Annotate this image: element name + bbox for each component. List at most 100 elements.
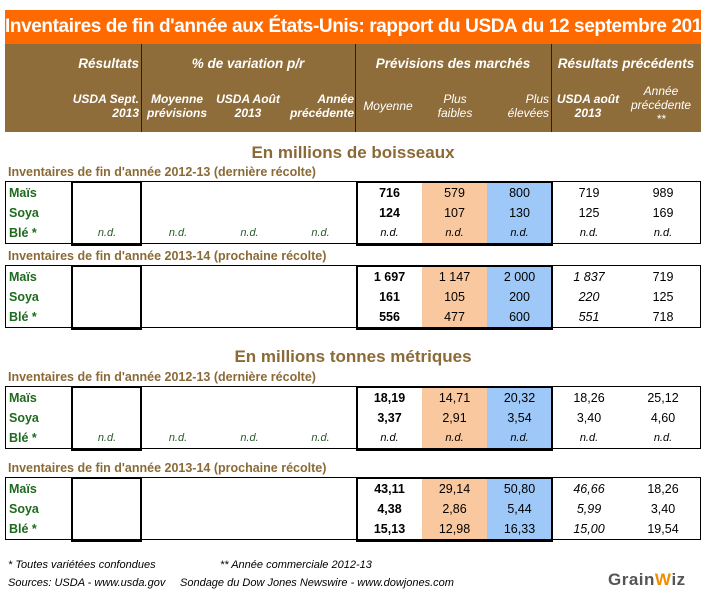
- block-subtitle: Inventaires de fin d'année 2012-13 (dern…: [8, 370, 316, 384]
- table-cell: 18,26: [647, 482, 679, 496]
- table-row: Maïs 43,11 29,14 50,80 46,66 18,26: [6, 479, 700, 499]
- section-heading: En millions tonnes métriques: [234, 347, 472, 366]
- table-cell: 4,60: [650, 411, 676, 425]
- col-usda-aout-2013: USDA août 2013: [556, 92, 620, 120]
- table-cell: 718: [652, 310, 674, 324]
- table-cell: n.d.: [380, 432, 399, 444]
- table-cell: 18,26: [573, 391, 605, 405]
- data-table: Maïs 18,19 14,71 20,32 18,26 25,12 Soya 3,37 2,9…: [5, 386, 701, 451]
- data-table: Maïs 43,11 29,14 50,80 46,66 18,26 Soya 4,38 2,8…: [5, 477, 701, 542]
- table-row: Maïs 1 697 1 147 2 000 1 837 719: [6, 267, 700, 287]
- table-cell: 556: [379, 310, 400, 324]
- crop-label: Soya: [9, 411, 39, 425]
- crop-label: Soya: [9, 502, 39, 516]
- crop-label: Maïs: [9, 186, 37, 200]
- table-cell: 15,00: [573, 522, 605, 536]
- high-forecast-fill: [487, 182, 552, 243]
- table-cell: 125: [652, 290, 674, 304]
- crop-label: Blé *: [9, 431, 37, 445]
- table-cell: n.d.: [311, 227, 330, 239]
- footnote-sources: Sources: USDA - www.usda.gov: [8, 577, 166, 589]
- low-forecast-fill: [422, 182, 487, 243]
- table-cell: 1 147: [438, 270, 471, 284]
- group-resultats: Résultats: [78, 56, 139, 71]
- table-cell: 3,54: [507, 411, 532, 425]
- table-cell: 2 000: [503, 270, 536, 284]
- table-cell: n.d.: [380, 227, 399, 239]
- data-table: Maïs 1 697 1 147 2 000 1 837 719 Soya 161 105 200…: [5, 265, 701, 330]
- block-subtitle: Inventaires de fin d'année 2013-14 (proc…: [8, 249, 327, 263]
- block-subtitle: Inventaires de fin d'année 2012-13 (dern…: [8, 165, 316, 179]
- col-moyenne: Moyenne: [363, 99, 413, 113]
- crop-label: Blé *: [9, 310, 37, 324]
- table-cell: 477: [444, 310, 465, 324]
- high-forecast-fill: [487, 387, 552, 448]
- table-cell: 105: [444, 290, 465, 304]
- table-cell: 20,32: [503, 391, 536, 405]
- table-cell: 719: [652, 270, 674, 284]
- table-row: Soya 4,38 2,86 5,44 5,99 3,40: [6, 499, 700, 519]
- table-row: Maïs 18,19 14,71 20,32 18,26 25,12: [6, 388, 700, 408]
- table-row: Soya 3,37 2,91 3,54 3,40 4,60: [6, 408, 700, 428]
- crop-label: Maïs: [9, 391, 37, 405]
- low-forecast-fill: [422, 266, 487, 327]
- usda-result-box: [71, 477, 142, 542]
- col-annee-precedente-2: Année précédente **: [630, 84, 692, 126]
- table-cell: 800: [509, 186, 530, 200]
- table-cell: 25,12: [647, 391, 679, 405]
- table-cell: 12,98: [438, 522, 471, 536]
- col-annee-precedente: Année précédente: [289, 92, 354, 120]
- crop-label: Blé *: [9, 522, 37, 536]
- table-cell: 18,19: [373, 391, 406, 405]
- table-cell: 1 697: [373, 270, 406, 284]
- table-cell: n.d.: [653, 432, 673, 444]
- table-row: Soya 161 105 200 220 125: [6, 287, 700, 307]
- table-cell: n.d.: [445, 227, 464, 239]
- header-divider: [551, 44, 552, 132]
- group-previsions: Prévisions des marchés: [375, 56, 531, 71]
- table-row: Maïs 716 579 800 719 989: [6, 183, 700, 203]
- table-row: Blé * 15,13 12,98 16,33 15,00 19,54: [6, 519, 700, 539]
- table-row: Soya 124 107 130 125 169: [6, 203, 700, 223]
- footnote-survey: Sondage du Dow Jones Newswire - www.dowj…: [180, 577, 454, 589]
- table-cell: 29,14: [438, 482, 471, 496]
- table-cell: 3,40: [576, 411, 602, 425]
- table-cell: 2,91: [442, 411, 467, 425]
- crop-label: Blé *: [9, 226, 37, 240]
- table-cell: n.d.: [168, 227, 188, 239]
- table-cell: 2,86: [442, 502, 467, 516]
- col-plus-faibles: Plus faibles: [437, 92, 473, 120]
- table-cell: 5,44: [507, 502, 532, 516]
- table-row: Blé * n.d. n.d. n.d. n.d. n.d. n.d. n.d. n.d. n.d…: [6, 223, 700, 243]
- table-cell: n.d.: [653, 227, 673, 239]
- table-cell: 15,13: [373, 522, 406, 536]
- table-cell: 4,38: [377, 502, 402, 516]
- table-cell: n.d.: [510, 227, 529, 239]
- table-cell: 161: [379, 290, 400, 304]
- table-cell: 200: [509, 290, 530, 304]
- footnote-commercial-year: ** Année commerciale 2012-13: [220, 559, 372, 571]
- low-forecast-fill: [422, 387, 487, 448]
- table-cell: 46,66: [573, 482, 605, 496]
- table-cell: 220: [578, 290, 600, 304]
- table-cell: 3,40: [650, 502, 676, 516]
- table-cell: 43,11: [374, 482, 405, 496]
- table-cell: n.d.: [240, 432, 259, 444]
- table-cell: 50,80: [503, 482, 536, 496]
- table-row: Blé * n.d. n.d. n.d. n.d. n.d. n.d. n.d. n.d. n.d…: [6, 428, 700, 448]
- header-divider: [355, 44, 356, 132]
- table-cell: n.d.: [579, 432, 599, 444]
- crop-label: Soya: [9, 206, 39, 220]
- table-cell: 19,54: [647, 522, 679, 536]
- table-cell: 125: [578, 206, 600, 220]
- table-cell: 600: [509, 310, 530, 324]
- table-cell: n.d.: [240, 227, 259, 239]
- footnote-varieties: * Toutes variétées confondues: [8, 559, 156, 571]
- table-cell: 124: [379, 206, 400, 220]
- block-subtitle: Inventaires de fin d'année 2013-14 (proc…: [8, 461, 327, 475]
- table-cell: 14,71: [438, 391, 471, 405]
- high-forecast-fill: [487, 266, 552, 327]
- section-heading: En millions de boisseaux: [251, 143, 455, 162]
- table-row: Blé * 556 477 600 551 718: [6, 307, 700, 327]
